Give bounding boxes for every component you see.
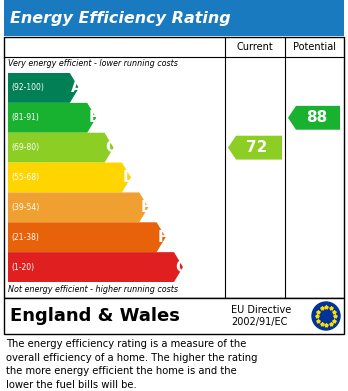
Text: A: A bbox=[71, 81, 82, 95]
Text: 2002/91/EC: 2002/91/EC bbox=[231, 317, 287, 328]
Polygon shape bbox=[8, 222, 166, 252]
Text: England & Wales: England & Wales bbox=[10, 307, 180, 325]
Text: (39-54): (39-54) bbox=[11, 203, 39, 212]
Text: (92-100): (92-100) bbox=[11, 83, 44, 92]
Text: Current: Current bbox=[237, 42, 274, 52]
Text: Potential: Potential bbox=[293, 42, 336, 52]
FancyBboxPatch shape bbox=[4, 298, 344, 334]
Text: (21-38): (21-38) bbox=[11, 233, 39, 242]
Text: G: G bbox=[175, 260, 188, 274]
Text: E: E bbox=[140, 200, 151, 215]
Polygon shape bbox=[8, 192, 148, 222]
Text: Not energy efficient - higher running costs: Not energy efficient - higher running co… bbox=[8, 285, 178, 294]
Polygon shape bbox=[8, 163, 131, 192]
Polygon shape bbox=[8, 252, 183, 282]
Text: The energy efficiency rating is a measure of the
overall efficiency of a home. T: The energy efficiency rating is a measur… bbox=[6, 339, 258, 390]
Circle shape bbox=[312, 302, 340, 330]
Text: (81-91): (81-91) bbox=[11, 113, 39, 122]
Text: C: C bbox=[105, 140, 117, 155]
Text: B: B bbox=[88, 110, 100, 125]
Text: Very energy efficient - lower running costs: Very energy efficient - lower running co… bbox=[8, 59, 178, 68]
Text: 88: 88 bbox=[306, 110, 327, 125]
Polygon shape bbox=[8, 73, 79, 103]
Text: 72: 72 bbox=[246, 140, 268, 155]
Polygon shape bbox=[228, 136, 282, 160]
Text: D: D bbox=[123, 170, 136, 185]
Polygon shape bbox=[288, 106, 340, 130]
Text: F: F bbox=[158, 230, 168, 245]
FancyBboxPatch shape bbox=[4, 37, 344, 298]
Polygon shape bbox=[8, 133, 113, 163]
Text: (69-80): (69-80) bbox=[11, 143, 39, 152]
Polygon shape bbox=[8, 103, 96, 133]
Text: Energy Efficiency Rating: Energy Efficiency Rating bbox=[10, 11, 231, 25]
Text: EU Directive: EU Directive bbox=[231, 305, 291, 314]
Text: (55-68): (55-68) bbox=[11, 173, 39, 182]
FancyBboxPatch shape bbox=[4, 0, 344, 36]
Text: (1-20): (1-20) bbox=[11, 263, 34, 272]
